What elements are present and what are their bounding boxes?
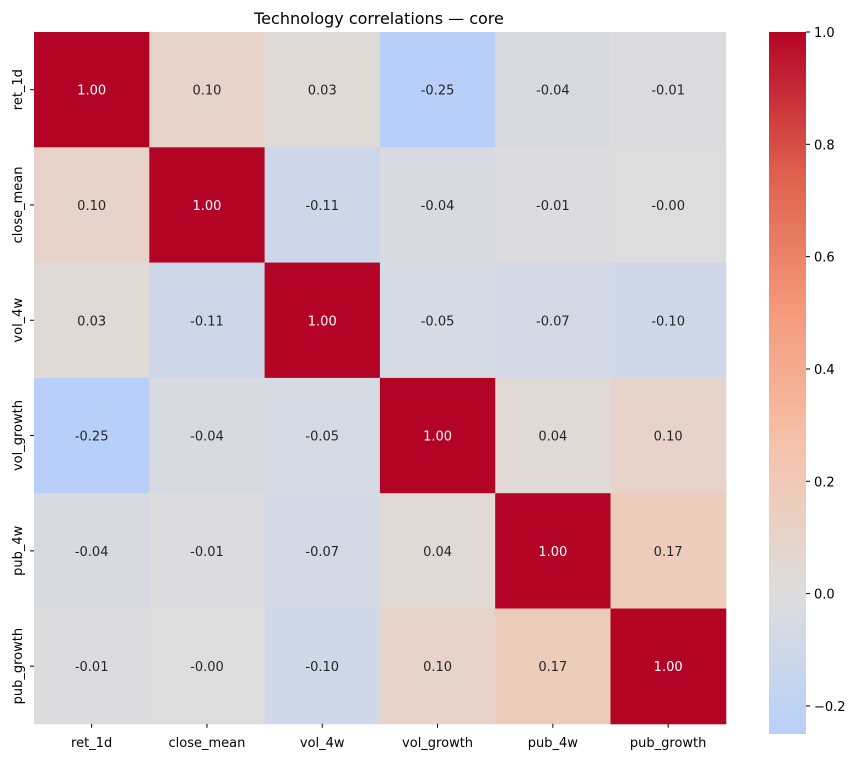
cell-value-label: -0.07 — [536, 314, 570, 329]
colorbar-tick-label: 0.4 — [814, 363, 835, 378]
cell-value-label: 0.10 — [423, 660, 452, 675]
heatmap-cell — [379, 377, 496, 494]
heatmap-cell — [34, 377, 150, 494]
x-tick-label: close_mean — [169, 736, 246, 751]
cell-value-label: -0.04 — [75, 545, 109, 560]
cell-value-label: -0.04 — [190, 430, 224, 445]
cell-value-label: -0.04 — [421, 199, 455, 214]
heatmap-cell — [379, 262, 496, 379]
cell-value-label: 1.00 — [77, 84, 106, 99]
heatmap-cell — [495, 147, 611, 264]
y-tick-label: close_mean — [11, 167, 26, 244]
y-tick-label: vol_growth — [11, 400, 26, 471]
cell-value-label: 0.10 — [192, 84, 221, 99]
cell-value-label: -0.07 — [305, 545, 339, 560]
cell-value-label: 1.00 — [654, 660, 683, 675]
x-tick-label: pub_growth — [630, 736, 706, 751]
cell-value-label: 1.00 — [538, 545, 567, 560]
heatmap-cell — [149, 608, 266, 725]
cell-value-label: -0.10 — [651, 314, 685, 329]
cell-value-label: -0.10 — [305, 660, 339, 675]
heatmap-cell — [495, 32, 611, 148]
heatmap-cell — [149, 147, 266, 264]
cell-value-label: 0.17 — [538, 660, 567, 675]
heatmap-cell — [379, 608, 496, 725]
heatmap-cell — [495, 493, 611, 609]
heatmap-cell — [149, 32, 266, 148]
heatmap-cell — [149, 493, 266, 609]
cell-value-label: 0.10 — [77, 199, 106, 214]
heatmap-cell — [610, 608, 727, 725]
heatmap-cell — [379, 147, 496, 264]
heatmap-cell — [379, 493, 496, 609]
heatmap-cell — [34, 608, 150, 725]
colorbar-tick-label: 0.8 — [814, 138, 835, 153]
colorbar-gradient — [769, 32, 806, 734]
cell-annotations: 1.00 0.10 0.03 -0.25 -0.04 -0.01 0.10 1.00 -0.11… — [75, 84, 685, 676]
chart-title: Technology correlations — core — [253, 9, 504, 28]
y-tick-label: pub_growth — [11, 628, 26, 704]
y-tick-label: ret_1d — [11, 69, 26, 110]
colorbar-tick-label: −0.2 — [814, 700, 846, 715]
cell-value-label: -0.04 — [536, 84, 570, 99]
y-tick-label: vol_4w — [11, 298, 26, 343]
x-tick-label: vol_growth — [402, 736, 473, 751]
heatmap-cell — [264, 608, 381, 725]
cell-value-label: -0.25 — [421, 84, 455, 99]
heatmap-cell — [379, 32, 496, 148]
heatmap-cell — [610, 32, 727, 148]
heatmap-cell — [34, 147, 150, 264]
cell-value-label: 1.00 — [308, 314, 337, 329]
heatmap-cell — [34, 493, 150, 609]
heatmap-cell — [264, 493, 381, 609]
heatmap-cell — [34, 32, 150, 148]
x-tick-label: pub_4w — [528, 736, 579, 751]
heatmap-cell — [149, 377, 266, 494]
cell-value-label: 0.03 — [77, 314, 106, 329]
cell-value-label: -0.25 — [75, 430, 109, 445]
x-tick-label: vol_4w — [300, 736, 345, 751]
heatmap-cell — [34, 262, 150, 379]
y-tick-label: pub_4w — [11, 525, 26, 576]
colorbar: −0.2 0.0 0.2 0.4 0.6 0.8 1.0 — [769, 26, 846, 734]
x-axis: ret_1d close_mean vol_4w vol_growth pub_4w pu… — [71, 723, 706, 751]
cell-value-label: 0.10 — [654, 430, 683, 445]
colorbar-tick-label: 1.0 — [814, 26, 835, 41]
heatmap-cell — [610, 147, 727, 264]
colorbar-tick-label: 0.6 — [814, 251, 835, 266]
cell-value-label: -0.01 — [536, 199, 570, 214]
cell-value-label: -0.01 — [190, 545, 224, 560]
x-tick-label: ret_1d — [71, 736, 112, 751]
heatmap-cell — [495, 377, 611, 494]
heatmap-cell — [495, 262, 611, 379]
cell-value-label: -0.01 — [75, 660, 109, 675]
heatmap-cell — [495, 608, 611, 725]
heatmap-cell — [149, 262, 266, 379]
cell-value-label: 0.04 — [423, 545, 452, 560]
heatmap-cell — [264, 32, 381, 148]
cell-value-label: 0.17 — [654, 545, 683, 560]
cell-value-label: -0.05 — [305, 430, 339, 445]
y-axis: ret_1d close_mean vol_4w vol_growth pub_4wpu… — [11, 69, 34, 704]
heatmap-cell — [264, 147, 381, 264]
heatmap-cell — [610, 493, 727, 609]
heatmap-cell — [264, 377, 381, 494]
heatmap-cell — [610, 377, 727, 494]
heatmap-cell — [264, 262, 381, 379]
cell-value-label: -0.05 — [421, 314, 455, 329]
colorbar-tick-label: 0.0 — [814, 588, 835, 603]
cell-value-label: -0.11 — [190, 314, 224, 329]
cell-value-label: -0.01 — [651, 84, 685, 99]
cell-value-label: 0.04 — [538, 430, 567, 445]
cell-value-label: 1.00 — [423, 430, 452, 445]
cell-value-label: -0.11 — [305, 199, 339, 214]
heatmap-cell — [610, 262, 727, 379]
heatmap-cells — [34, 32, 727, 725]
cell-value-label: -0.00 — [190, 660, 224, 675]
colorbar-tick-label: 0.2 — [814, 475, 835, 490]
cell-value-label: -0.00 — [651, 199, 685, 214]
cell-value-label: 0.03 — [308, 84, 337, 99]
cell-value-label: 1.00 — [192, 199, 221, 214]
